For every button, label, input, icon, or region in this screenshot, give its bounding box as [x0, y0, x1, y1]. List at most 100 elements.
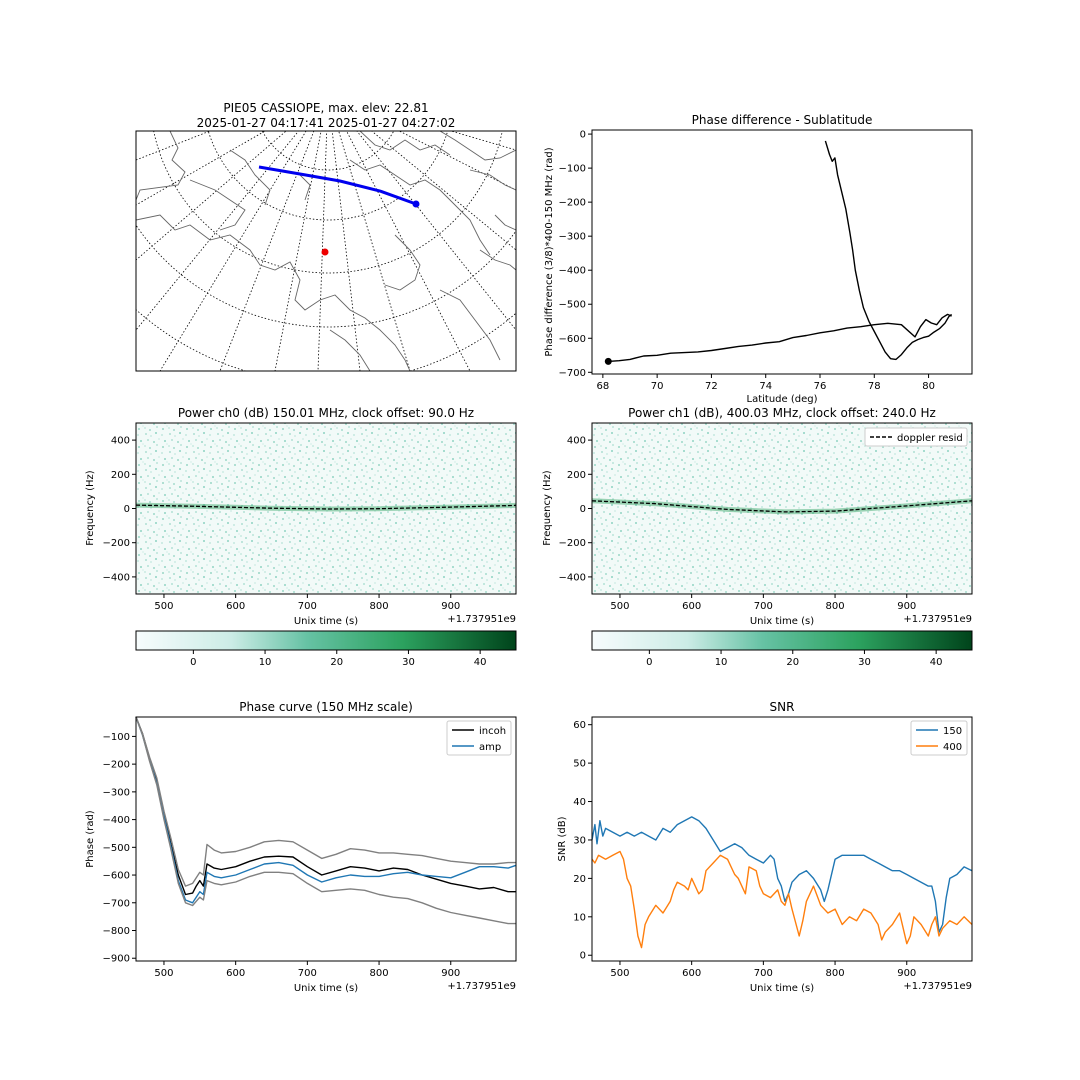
colorbar-tick-label: 40	[930, 657, 943, 668]
x-tick-label: 900	[897, 968, 916, 979]
series-line-150	[591, 816, 973, 933]
y-tick-label: −100	[103, 732, 130, 743]
satellite-track	[258, 165, 417, 206]
x-tick-label: 600	[226, 968, 245, 979]
colorbar	[591, 630, 973, 651]
x-tick-label: 500	[610, 968, 629, 979]
y-tick-label: −400	[559, 266, 586, 277]
x-tick-label: 600	[682, 601, 701, 612]
snr-chart: SNR 500 600 700 800 900 0 10 20 30 40 50 60 150 400…	[557, 700, 973, 994]
y-axis-label: Phase difference (3/8)*400-150 MHz (rad)	[544, 147, 555, 356]
chart-title: Phase curve (150 MHz scale)	[239, 700, 413, 714]
y-axis-label: SNR (dB)	[557, 816, 568, 861]
doppler-resid-line	[135, 504, 517, 510]
spectrogram-image	[592, 423, 972, 594]
y-tick-label: 60	[573, 720, 586, 731]
y-tick-label: −400	[103, 815, 130, 826]
chart-title: Power ch0 (dB) 150.01 MHz, clock offset:…	[178, 406, 474, 420]
y-tick-label: 400	[567, 436, 586, 447]
y-tick-label: 0	[580, 504, 586, 515]
colorbar-ticks: 0 10 20 30 40	[190, 650, 487, 668]
y-tick-label: −700	[103, 898, 130, 909]
x-tick-label: 800	[370, 968, 389, 979]
x-tick-label: 500	[610, 601, 629, 612]
axis-ticks: 500 600 700 800 900 400 200 0 −200 −400	[559, 436, 917, 612]
y-tick-label: −500	[559, 300, 586, 311]
colorbar-tick-label: 0	[646, 657, 652, 668]
colorbar	[135, 630, 517, 651]
y-tick-label: −600	[559, 334, 586, 345]
axis-ticks: 500 600 700 800 900 0 10 20 30 40 50 60	[573, 720, 916, 979]
y-axis-label: Frequency (Hz)	[542, 470, 553, 546]
x-axis-label: Unix time (s)	[750, 983, 814, 994]
y-tick-label: 50	[573, 759, 586, 770]
station-marker	[321, 248, 329, 256]
plot-area	[135, 502, 517, 512]
x-tick-label: 600	[226, 601, 245, 612]
y-tick-label: 0	[580, 130, 586, 141]
legend: 150 400	[910, 720, 968, 756]
x-offset-text: +1.737951e9	[903, 981, 972, 992]
plot-area	[591, 816, 973, 949]
legend-label-incoh: incoh	[479, 726, 506, 737]
colorbar-tick-label: 20	[786, 657, 799, 668]
y-axis-label: Phase (rad)	[85, 810, 96, 868]
y-tick-label: 200	[567, 470, 586, 481]
x-tick-label: 68	[596, 381, 609, 392]
x-offset-text: +1.737951e9	[903, 614, 972, 625]
y-tick-label: −400	[103, 572, 130, 583]
plot-area	[591, 498, 973, 515]
series-line-band-0	[824, 140, 953, 361]
legend-label-150: 150	[943, 726, 962, 737]
y-tick-label: −200	[559, 538, 586, 549]
map-graticule	[136, 131, 516, 371]
y-tick-label: 30	[573, 835, 586, 846]
series-line-band-1	[608, 313, 952, 363]
x-axis-label: Unix time (s)	[294, 983, 358, 994]
y-tick-label: 10	[573, 912, 586, 923]
legend-label-doppler: doppler resid	[897, 433, 963, 444]
x-tick-label: 600	[682, 968, 701, 979]
colorbar-tick-label: 10	[259, 657, 272, 668]
x-tick-label: 700	[754, 968, 773, 979]
y-tick-label: 0	[580, 951, 586, 962]
doppler-resid-line	[591, 500, 973, 513]
series-line-band-2	[135, 716, 516, 887]
colorbar-tick-label: 20	[330, 657, 343, 668]
y-tick-label: −300	[559, 232, 586, 243]
x-tick-label: 500	[154, 601, 173, 612]
chart-title: Phase difference - Sublatitude	[692, 113, 873, 127]
legend-label-400: 400	[943, 742, 962, 753]
map-body	[136, 131, 516, 371]
series-line-incoh	[135, 716, 516, 896]
y-tick-label: 200	[111, 470, 130, 481]
x-tick-label: 900	[897, 601, 916, 612]
axis-ticks: 68 70 72 74 76 78 80 0 −100 −200 −300 −400 −500 −600 −…	[559, 130, 935, 392]
plot-area	[604, 140, 953, 365]
x-axis-label: Unix time (s)	[294, 616, 358, 627]
y-tick-label: −700	[559, 368, 586, 379]
x-tick-label: 900	[441, 601, 460, 612]
x-offset-text: +1.737951e9	[447, 981, 516, 992]
y-tick-label: −200	[103, 538, 130, 549]
x-tick-label: 900	[441, 968, 460, 979]
map-title-line2: 2025-01-27 04:17:41 2025-01-27 04:27:02	[197, 116, 456, 130]
y-tick-label: −100	[559, 164, 586, 175]
y-tick-label: 20	[573, 874, 586, 885]
phase-curve-chart: Phase curve (150 MHz scale) 500 600 700 800…	[85, 700, 517, 994]
x-tick-label: 800	[826, 968, 845, 979]
x-tick-label: 700	[298, 968, 317, 979]
x-axis-label: Latitude (deg)	[747, 394, 818, 405]
x-tick-label: 76	[814, 381, 827, 392]
y-axis-label: Frequency (Hz)	[85, 470, 96, 546]
map-frame	[135, 130, 517, 372]
y-tick-label: −600	[103, 871, 130, 882]
legend-label-amp: amp	[479, 742, 501, 753]
plot-area	[135, 716, 517, 925]
x-tick-label: 80	[922, 381, 935, 392]
y-tick-label: −300	[103, 787, 130, 798]
x-offset-text: +1.737951e9	[447, 614, 516, 625]
x-tick-label: 500	[154, 968, 173, 979]
satellite-position-marker	[412, 200, 420, 208]
y-tick-label: −400	[559, 572, 586, 583]
